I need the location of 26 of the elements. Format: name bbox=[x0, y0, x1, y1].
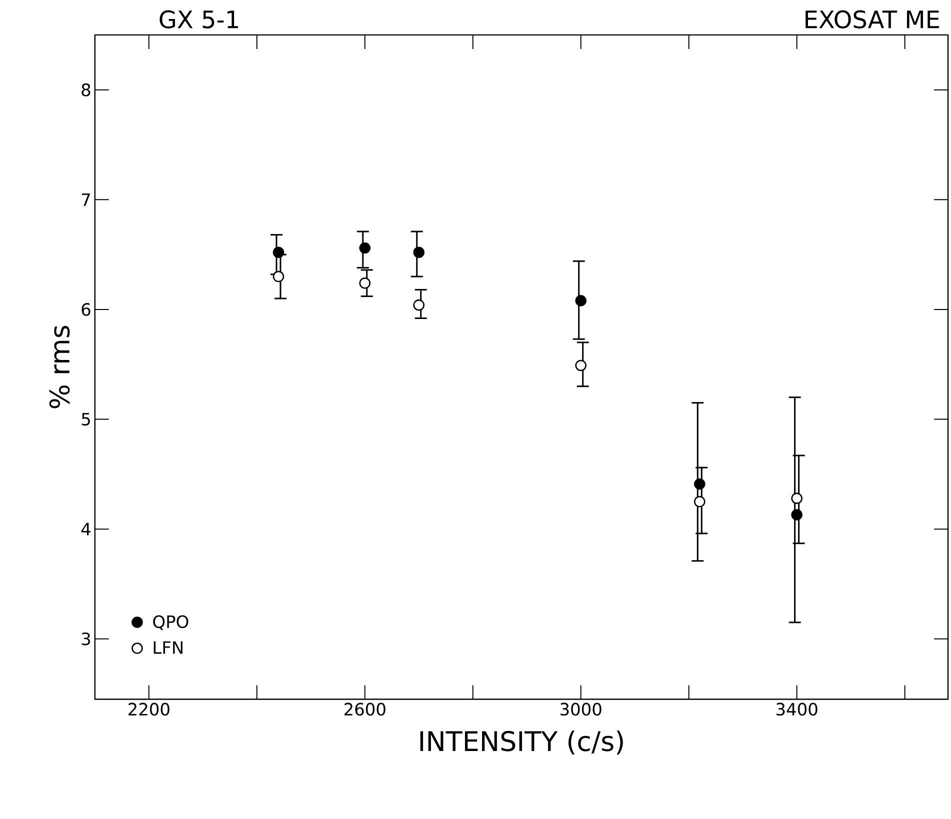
y-tick-label: 8 bbox=[82, 83, 90, 96]
point bbox=[413, 246, 425, 258]
x-tick-label: 3400 bbox=[776, 702, 818, 716]
y-tick-label: 4 bbox=[81, 522, 90, 536]
legend-label: LFN bbox=[154, 641, 182, 654]
chart-title: GX 5-1 bbox=[160, 10, 238, 28]
point bbox=[791, 492, 802, 504]
point bbox=[575, 360, 586, 372]
point bbox=[575, 294, 586, 306]
y-tick-label: 7 bbox=[82, 193, 90, 206]
x-axis-title: INTENSITY (c/s) bbox=[420, 730, 623, 754]
y-axis-title: % rms bbox=[49, 326, 70, 408]
text: EXOSAT ME bbox=[806, 10, 939, 28]
point bbox=[694, 478, 706, 490]
legend-label: QPO bbox=[153, 615, 188, 630]
point bbox=[791, 509, 802, 520]
point bbox=[359, 242, 371, 254]
point bbox=[413, 299, 425, 311]
y-tick-label: 5 bbox=[82, 412, 90, 426]
x-tick-label: 3000 bbox=[560, 702, 602, 716]
y-tick-label: 6 bbox=[82, 302, 90, 316]
x-tick-label: 2600 bbox=[344, 702, 386, 716]
y-tick-label: 3 bbox=[82, 632, 90, 646]
x-tick-label: 2200 bbox=[128, 702, 170, 716]
point bbox=[359, 277, 371, 289]
point bbox=[694, 496, 706, 508]
